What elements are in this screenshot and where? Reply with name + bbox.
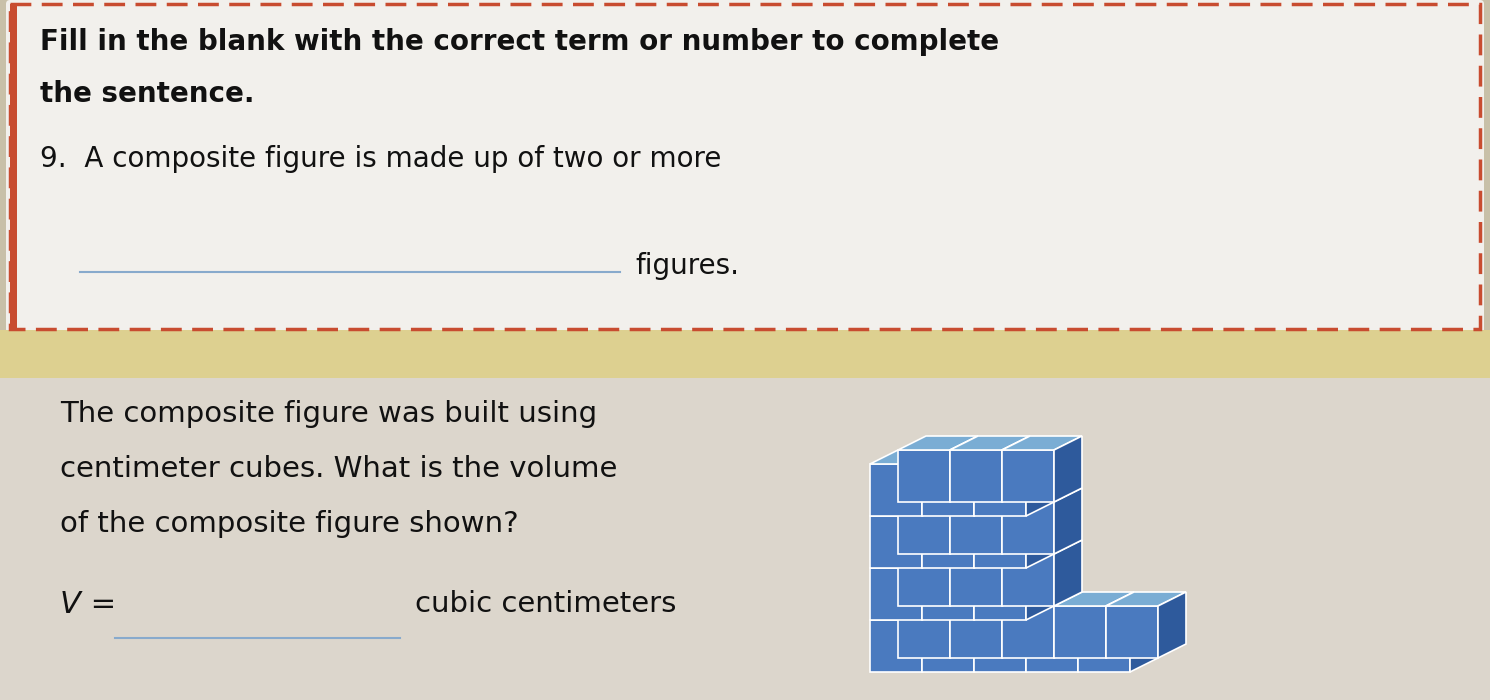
Polygon shape [951, 554, 1001, 606]
Polygon shape [1053, 606, 1106, 658]
Polygon shape [922, 568, 974, 620]
Polygon shape [1027, 554, 1053, 620]
Text: V =: V = [60, 590, 116, 619]
Bar [0, 330, 1490, 378]
Polygon shape [1001, 554, 1053, 606]
Text: the sentence.: the sentence. [40, 80, 255, 108]
Polygon shape [1027, 502, 1053, 568]
Polygon shape [898, 502, 951, 554]
Polygon shape [974, 554, 1053, 568]
Polygon shape [922, 554, 951, 620]
Polygon shape [951, 502, 1001, 554]
Polygon shape [1001, 502, 1053, 554]
Polygon shape [922, 450, 951, 516]
Polygon shape [1053, 540, 1082, 606]
Polygon shape [1053, 436, 1082, 502]
Polygon shape [1001, 540, 1030, 606]
Polygon shape [1001, 606, 1053, 658]
Polygon shape [922, 502, 1001, 516]
Polygon shape [1106, 606, 1158, 658]
Polygon shape [974, 502, 1053, 516]
Polygon shape [922, 516, 974, 568]
Polygon shape [870, 620, 922, 672]
Polygon shape [898, 488, 977, 502]
Polygon shape [1053, 488, 1082, 554]
Text: figures.: figures. [635, 252, 739, 280]
Text: of the composite figure shown?: of the composite figure shown? [60, 510, 519, 538]
Text: cubic centimeters: cubic centimeters [416, 590, 676, 618]
Polygon shape [974, 554, 1001, 620]
Polygon shape [974, 464, 1027, 516]
Polygon shape [1001, 436, 1082, 450]
Polygon shape [870, 502, 951, 516]
Polygon shape [1077, 606, 1106, 672]
Polygon shape [951, 488, 1030, 502]
Bar [10, 4, 16, 329]
Polygon shape [1053, 592, 1082, 658]
Text: 9.  A composite figure is made up of two or more: 9. A composite figure is made up of two … [40, 145, 721, 173]
Bar [10, 4, 1480, 329]
Polygon shape [974, 502, 1001, 568]
Polygon shape [898, 592, 977, 606]
Polygon shape [1027, 606, 1053, 672]
Polygon shape [922, 606, 1001, 620]
Polygon shape [922, 606, 951, 672]
Text: centimeter cubes. What is the volume: centimeter cubes. What is the volume [60, 455, 617, 483]
Polygon shape [1158, 592, 1186, 658]
Polygon shape [1001, 540, 1082, 554]
Polygon shape [870, 606, 951, 620]
Polygon shape [1027, 450, 1053, 516]
Polygon shape [951, 540, 977, 606]
Polygon shape [1129, 606, 1158, 672]
Polygon shape [974, 568, 1027, 620]
Polygon shape [870, 554, 951, 568]
Polygon shape [898, 606, 951, 658]
Polygon shape [922, 554, 1001, 568]
Polygon shape [898, 554, 951, 606]
Polygon shape [951, 436, 1030, 450]
Polygon shape [1077, 606, 1158, 620]
Polygon shape [922, 620, 974, 672]
Polygon shape [1106, 592, 1134, 658]
Text: The composite figure was built using: The composite figure was built using [60, 400, 597, 428]
Polygon shape [922, 502, 951, 568]
Polygon shape [870, 568, 922, 620]
Polygon shape [1001, 488, 1082, 502]
Polygon shape [922, 450, 1001, 464]
Polygon shape [922, 464, 974, 516]
Polygon shape [974, 620, 1027, 672]
Polygon shape [1001, 450, 1053, 502]
Polygon shape [898, 540, 977, 554]
Polygon shape [1053, 592, 1134, 606]
Polygon shape [1106, 592, 1186, 606]
Polygon shape [898, 436, 977, 450]
Polygon shape [1001, 592, 1030, 658]
Polygon shape [1001, 592, 1082, 606]
Polygon shape [951, 592, 1030, 606]
Polygon shape [951, 436, 977, 502]
Polygon shape [974, 606, 1001, 672]
Polygon shape [1077, 620, 1129, 672]
Polygon shape [951, 592, 977, 658]
Polygon shape [974, 516, 1027, 568]
Polygon shape [1001, 488, 1030, 554]
Polygon shape [974, 450, 1053, 464]
Polygon shape [951, 488, 977, 554]
Polygon shape [870, 464, 922, 516]
Polygon shape [974, 606, 1053, 620]
Polygon shape [951, 450, 1001, 502]
Polygon shape [898, 450, 951, 502]
FancyBboxPatch shape [6, 0, 1484, 333]
Bar [0, 378, 1490, 700]
Polygon shape [1027, 620, 1077, 672]
Polygon shape [951, 540, 1030, 554]
Text: Fill in the blank with the correct term or number to complete: Fill in the blank with the correct term … [40, 28, 1000, 56]
Polygon shape [951, 606, 1001, 658]
Polygon shape [1001, 436, 1030, 502]
Polygon shape [870, 516, 922, 568]
Polygon shape [870, 450, 951, 464]
Polygon shape [974, 450, 1001, 516]
Polygon shape [1027, 606, 1106, 620]
